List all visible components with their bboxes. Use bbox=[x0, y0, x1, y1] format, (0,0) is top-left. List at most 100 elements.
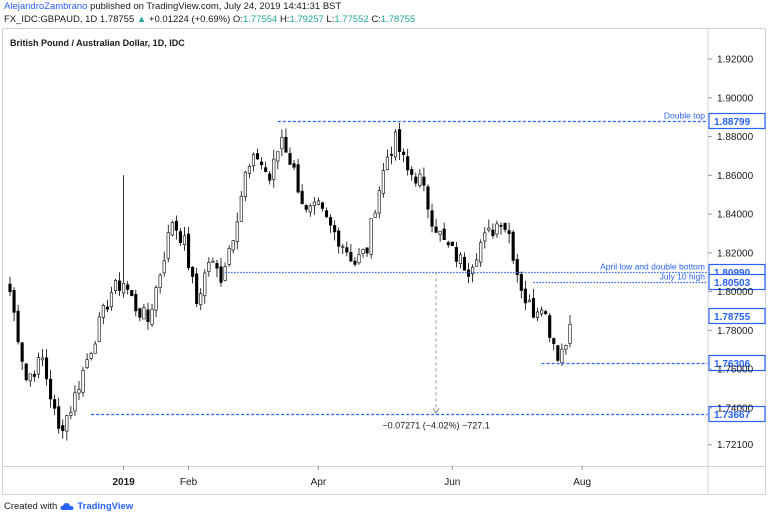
candle-body bbox=[255, 153, 260, 160]
candle bbox=[109, 286, 114, 311]
y-tick-label: 1.86000 bbox=[717, 171, 754, 182]
candle bbox=[8, 276, 12, 297]
y-tick-label: 1.76000 bbox=[717, 365, 754, 376]
candle-body bbox=[162, 260, 166, 274]
candle-body bbox=[511, 231, 515, 261]
candle-body bbox=[89, 353, 93, 359]
candle-body bbox=[69, 412, 73, 416]
candle-body bbox=[487, 227, 491, 231]
candle bbox=[527, 294, 531, 303]
candle-body bbox=[389, 153, 394, 156]
candle bbox=[349, 243, 353, 263]
candle-body bbox=[77, 389, 81, 394]
candle-body bbox=[272, 158, 276, 180]
candle bbox=[49, 369, 53, 408]
candle bbox=[146, 302, 150, 330]
level-price-label: 1.76306 bbox=[708, 354, 766, 372]
candle-body bbox=[450, 241, 454, 247]
candle-body bbox=[97, 316, 101, 342]
candles-group bbox=[8, 122, 572, 441]
candle-body bbox=[247, 166, 251, 174]
candle-body bbox=[93, 343, 97, 354]
candle-body bbox=[126, 284, 130, 290]
candle bbox=[442, 222, 446, 241]
candle bbox=[377, 186, 381, 219]
candle-body bbox=[446, 242, 450, 246]
y-tick-label: 1.82000 bbox=[717, 248, 754, 259]
candle-body bbox=[316, 200, 320, 205]
candle bbox=[174, 215, 178, 240]
candle-body bbox=[357, 254, 361, 264]
author-link[interactable]: AlejandroZambrano bbox=[4, 1, 88, 12]
candle-body bbox=[381, 170, 385, 194]
candle bbox=[471, 264, 475, 283]
tradingview-logo[interactable]: TradingView bbox=[77, 501, 134, 512]
symbol-line: FX_IDC:GBPAUD, 1D 1.78755 ▲ +0.01224 (+0… bbox=[4, 14, 415, 25]
candle-body bbox=[442, 228, 446, 241]
candle bbox=[373, 209, 377, 218]
x-tick-label: Aug bbox=[573, 477, 591, 488]
candle-body bbox=[398, 129, 402, 152]
candle bbox=[300, 184, 304, 205]
candle bbox=[284, 128, 288, 153]
candle-body bbox=[369, 218, 373, 255]
candle bbox=[243, 170, 247, 202]
candle bbox=[341, 243, 345, 255]
candle-body bbox=[552, 338, 556, 344]
candle-body bbox=[215, 263, 219, 269]
candle-body bbox=[353, 260, 357, 265]
candle-body bbox=[471, 266, 475, 275]
x-tick-label: Feb bbox=[180, 477, 198, 488]
candle bbox=[40, 349, 45, 367]
candle-body bbox=[251, 154, 256, 167]
candle bbox=[361, 248, 365, 258]
candle bbox=[523, 280, 527, 311]
candle bbox=[491, 223, 495, 239]
candle bbox=[402, 148, 406, 163]
candle bbox=[410, 166, 414, 181]
candle bbox=[369, 218, 373, 259]
candle bbox=[122, 175, 126, 298]
candle-body bbox=[479, 242, 483, 263]
candle bbox=[276, 151, 280, 170]
candle bbox=[57, 397, 61, 434]
candle-body bbox=[28, 373, 32, 382]
candle-body bbox=[458, 254, 462, 264]
y-tick-label: 1.88000 bbox=[717, 132, 754, 143]
candle bbox=[227, 245, 231, 267]
candle-body bbox=[560, 348, 564, 364]
candle bbox=[134, 289, 138, 317]
candle bbox=[199, 288, 203, 311]
candle bbox=[65, 414, 69, 441]
candle bbox=[101, 303, 105, 324]
candle bbox=[211, 257, 215, 263]
candle-body bbox=[182, 235, 187, 246]
candle bbox=[324, 207, 329, 218]
candle bbox=[53, 394, 57, 416]
candle-body bbox=[8, 283, 12, 293]
candle-body bbox=[211, 260, 215, 263]
candle bbox=[251, 152, 256, 172]
candle-body bbox=[540, 309, 544, 315]
tradingview-cloud-icon bbox=[60, 503, 74, 510]
candle-body bbox=[101, 305, 105, 318]
candle-body bbox=[308, 205, 312, 213]
symbol-label: FX_IDC:GBPAUD, 1D bbox=[4, 14, 98, 25]
candle bbox=[105, 299, 109, 313]
candle-body bbox=[402, 151, 406, 155]
candle-body bbox=[85, 359, 89, 368]
candle-body bbox=[32, 373, 36, 377]
candle bbox=[142, 303, 146, 320]
candle-body bbox=[170, 222, 174, 236]
candle bbox=[12, 287, 16, 322]
up-arrow-icon: ▲ bbox=[136, 14, 147, 25]
candle-body bbox=[113, 280, 118, 291]
chart-frame bbox=[2, 28, 766, 495]
candle-body bbox=[260, 161, 264, 166]
candle-body bbox=[466, 269, 471, 277]
candle bbox=[280, 129, 284, 157]
candle-body bbox=[483, 232, 487, 242]
candle-body bbox=[365, 247, 369, 254]
candle-body bbox=[191, 266, 195, 277]
